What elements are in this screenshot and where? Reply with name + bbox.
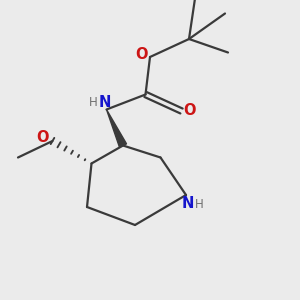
- Text: O: O: [184, 103, 196, 118]
- Text: H: H: [194, 197, 203, 211]
- Text: O: O: [37, 130, 49, 145]
- Text: O: O: [135, 47, 147, 62]
- Text: H: H: [88, 96, 98, 110]
- Text: N: N: [181, 196, 194, 211]
- Text: N: N: [99, 95, 111, 110]
- Polygon shape: [106, 110, 127, 147]
